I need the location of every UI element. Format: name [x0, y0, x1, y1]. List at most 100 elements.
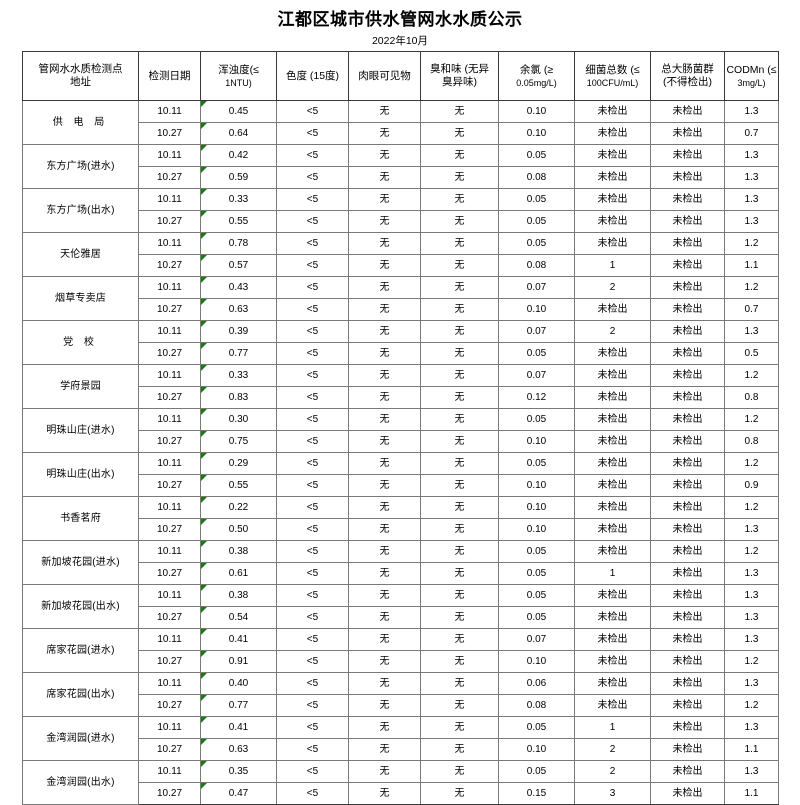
- cell-turbidity: 0.33: [200, 364, 277, 387]
- cell-odor: 无: [420, 694, 499, 717]
- cell-bacteria: 未检出: [574, 672, 651, 695]
- cell-chroma: <5: [276, 320, 349, 343]
- cell-bacteria: 未检出: [574, 540, 651, 563]
- table-row: 金湾润园(出水) 10.11 0.35 <5 无无 0.05 2 未检出 1.3: [22, 760, 779, 805]
- cell-coliform: 未检出: [650, 496, 725, 519]
- cell-visible: 无: [348, 408, 421, 431]
- cell-bacteria: 未检出: [574, 430, 651, 453]
- cell-bacteria: 未检出: [574, 188, 651, 211]
- cell-chlorine: 0.10: [498, 122, 575, 145]
- cell-chlorine: 0.05: [498, 408, 575, 431]
- cell-coliform: 未检出: [650, 650, 725, 673]
- cell-coliform: 未检出: [650, 298, 725, 321]
- cell-visible: 无: [348, 518, 421, 541]
- cell-bacteria: 3: [574, 782, 651, 805]
- cell-odor: 无: [420, 584, 499, 607]
- table-header: 管网水水质检测点 地址 检测日期 浑浊度(≤ 1NTU) 色度 (15度) 肉眼可见物 臭和味…: [22, 51, 779, 101]
- cell-date: 10.11: [138, 232, 201, 255]
- cell-codmn: 1.2: [724, 452, 779, 475]
- table-row: 书香茗府 10.11 0.22 <5 无无 0.10 未检出 未检出 1.2: [22, 496, 779, 541]
- cell-codmn: 0.7: [724, 298, 779, 321]
- cell-chlorine: 0.05: [498, 562, 575, 585]
- cell-coliform: 未检出: [650, 672, 725, 695]
- cell-location: 书香茗府: [22, 496, 139, 541]
- cell-bacteria: 未检出: [574, 100, 651, 123]
- cell-location: 天伦雅居: [22, 232, 139, 277]
- cell-chroma: <5: [276, 342, 349, 365]
- cell-visible: 无: [348, 144, 421, 167]
- cell-bacteria: 未检出: [574, 232, 651, 255]
- cell-date: 10.27: [138, 342, 201, 365]
- table-row: 东方广场(进水) 10.11 0.42 <5 无无 0.05 未检出 未检出 1.3: [22, 144, 779, 189]
- cell-visible: 无: [348, 298, 421, 321]
- cell-date: 10.27: [138, 254, 201, 277]
- cell-chroma: <5: [276, 518, 349, 541]
- cell-odor: 无: [420, 430, 499, 453]
- cell-turbidity: 0.75: [200, 430, 277, 453]
- cell-location: 席家花园(进水): [22, 628, 139, 673]
- cell-chlorine: 0.05: [498, 232, 575, 255]
- cell-bacteria: 2: [574, 760, 651, 783]
- cell-visible: 无: [348, 650, 421, 673]
- cell-visible: 无: [348, 474, 421, 497]
- table-row: 10.27 0.77 <5 无无 0.05 未检出 未检出 0.5: [23, 342, 779, 365]
- cell-bacteria: 未检出: [574, 342, 651, 365]
- cell-visible: 无: [348, 100, 421, 123]
- cell-coliform: 未检出: [650, 144, 725, 167]
- table-row: 席家花园(出水) 10.11 0.40 <5 无无 0.06 未检出 未检出 1.3: [22, 672, 779, 717]
- cell-chroma: <5: [276, 254, 349, 277]
- cell-codmn: 0.7: [724, 122, 779, 145]
- cell-date: 10.11: [138, 496, 201, 519]
- cell-chroma: <5: [276, 760, 349, 783]
- cell-date: 10.11: [138, 364, 201, 387]
- cell-location: 明珠山庄(出水): [22, 452, 139, 497]
- cell-codmn: 1.3: [724, 716, 779, 739]
- cell-date: 10.27: [138, 166, 201, 189]
- table-row: 烟草专卖店 10.11 0.43 <5 无无 0.07 2 未检出 1.2: [22, 276, 779, 321]
- cell-turbidity: 0.39: [200, 320, 277, 343]
- cell-chlorine: 0.12: [498, 386, 575, 409]
- cell-chlorine: 0.10: [498, 474, 575, 497]
- cell-coliform: 未检出: [650, 716, 725, 739]
- cell-date: 10.27: [138, 518, 201, 541]
- cell-turbidity: 0.41: [200, 716, 277, 739]
- column-header-unit: 3mg/L): [737, 77, 766, 88]
- cell-coliform: 未检出: [650, 364, 725, 387]
- cell-chroma: <5: [276, 298, 349, 321]
- cell-coliform: 未检出: [650, 320, 725, 343]
- water-quality-table: 管网水水质检测点 地址 检测日期 浑浊度(≤ 1NTU) 色度 (15度) 肉眼可见物 臭和味…: [22, 51, 779, 805]
- cell-location: 学府景园: [22, 364, 139, 409]
- cell-codmn: 1.2: [724, 232, 779, 255]
- cell-codmn: 1.3: [724, 188, 779, 211]
- cell-visible: 无: [348, 694, 421, 717]
- column-header-2: 浑浊度(≤ 1NTU): [200, 51, 277, 101]
- cell-chroma: <5: [276, 716, 349, 739]
- cell-date: 10.11: [138, 672, 201, 695]
- cell-turbidity: 0.41: [200, 628, 277, 651]
- cell-coliform: 未检出: [650, 276, 725, 299]
- cell-date: 10.27: [138, 606, 201, 629]
- table-row: 供 电 局 10.11 0.45 <5 无无 0.10 未检出 未检出 1.3: [22, 100, 779, 145]
- cell-coliform: 未检出: [650, 606, 725, 629]
- cell-date: 10.27: [138, 562, 201, 585]
- cell-date: 10.27: [138, 298, 201, 321]
- cell-location: 党 校: [22, 320, 139, 365]
- cell-coliform: 未检出: [650, 430, 725, 453]
- cell-odor: 无: [420, 540, 499, 563]
- cell-chroma: <5: [276, 474, 349, 497]
- cell-date: 10.27: [138, 210, 201, 233]
- cell-chlorine: 0.10: [498, 738, 575, 761]
- column-header-unit: 100CFU/mL): [586, 77, 639, 88]
- cell-chroma: <5: [276, 672, 349, 695]
- cell-chlorine: 0.05: [498, 188, 575, 211]
- cell-codmn: 1.2: [724, 496, 779, 519]
- cell-chlorine: 0.05: [498, 342, 575, 365]
- cell-date: 10.11: [138, 452, 201, 475]
- cell-odor: 无: [420, 518, 499, 541]
- cell-turbidity: 0.64: [200, 122, 277, 145]
- cell-date: 10.27: [138, 650, 201, 673]
- column-header-unit: 1NTU): [225, 77, 252, 88]
- cell-chlorine: 0.08: [498, 694, 575, 717]
- cell-chroma: <5: [276, 188, 349, 211]
- cell-turbidity: 0.78: [200, 232, 277, 255]
